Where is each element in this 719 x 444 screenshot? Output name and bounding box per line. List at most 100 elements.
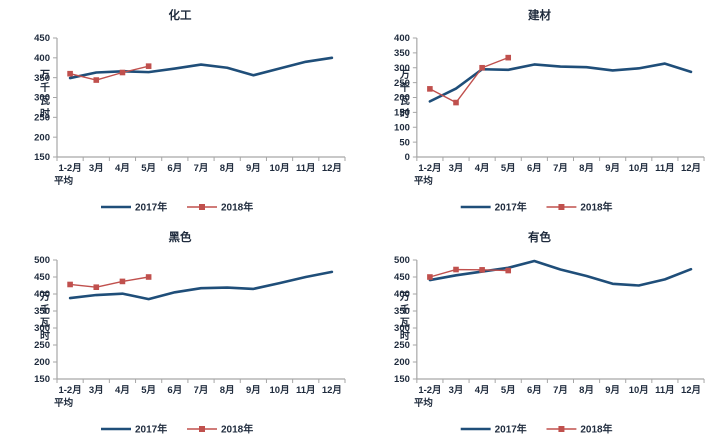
svg-text:千: 千	[40, 303, 50, 316]
legend-sample-marker	[558, 426, 565, 432]
legend: 2017年 2018年	[101, 423, 253, 436]
legend-label: 2018年	[221, 423, 253, 436]
series-marker	[453, 99, 459, 106]
y-tick-label: 350	[394, 48, 410, 59]
x-tick-label: 1-2月	[418, 163, 441, 174]
y-axis: 150 200 250 300 350 400 450 500	[394, 255, 418, 385]
series-line	[428, 62, 693, 103]
chart-panel-building-materials: 建材 0 50 100 150 200 250 300 350 400 1-2月 3月 4月 5月 6月 7月…	[360, 0, 719, 222]
svg-text:万: 万	[399, 291, 410, 303]
x-tick-label: 4月	[475, 385, 490, 396]
series-line	[69, 65, 150, 81]
x-tick-label: 5月	[141, 385, 156, 396]
series-marker	[145, 63, 152, 69]
svg-text:时: 时	[400, 329, 410, 342]
legend-label: 2017年	[135, 201, 167, 214]
x-tick-label: 1-2月	[58, 163, 81, 174]
series-marker	[93, 77, 100, 83]
x-tick-label: 1-2月	[418, 385, 441, 396]
x-tick-label: 4月	[115, 385, 130, 396]
y-axis: 150 200 250 300 350 400 450	[34, 33, 58, 163]
svg-text:瓦: 瓦	[40, 317, 50, 329]
chart-canvas-building-materials: 建材 0 50 100 150 200 250 300 350 400 1-2月 3月 4月 5月 6月 7月…	[394, 8, 705, 214]
x-tick-label: 12月	[322, 385, 342, 396]
svg-text:时: 时	[400, 107, 410, 120]
series-line	[429, 56, 509, 104]
x-tick-label: 7月	[553, 163, 568, 174]
x-tick-label: 7月	[553, 385, 568, 396]
x-tick-label: 6月	[527, 385, 542, 396]
y-tick-label: 200	[34, 357, 50, 368]
x-tick-label: 5月	[501, 385, 516, 396]
series-marker	[453, 266, 459, 273]
y-tick-label: 250	[34, 113, 50, 124]
x-tick-label: 8月	[220, 163, 235, 174]
x-tick-label: 7月	[194, 385, 209, 396]
legend-label: 2018年	[580, 422, 612, 435]
series-marker	[67, 70, 73, 77]
legend-label: 2017年	[135, 423, 167, 436]
svg-text:万: 万	[39, 69, 50, 81]
y-tick-label: 400	[34, 289, 50, 300]
svg-text:瓦: 瓦	[40, 95, 50, 107]
series-marker	[93, 284, 100, 290]
y-tick-label: 50	[399, 137, 410, 148]
x-tick-label: 8月	[220, 385, 235, 396]
svg-text:瓦: 瓦	[400, 95, 410, 107]
svg-text:千: 千	[400, 303, 410, 316]
series-marker	[427, 86, 433, 92]
svg-text:瓦: 瓦	[400, 317, 410, 329]
series-line	[429, 268, 509, 278]
series-line	[68, 270, 334, 301]
svg-text:万: 万	[39, 291, 50, 303]
x-tick-label: 1-2月	[58, 385, 81, 396]
y-tick-label: 250	[394, 340, 410, 351]
y-tick-label: 300	[394, 323, 410, 334]
x-tick-label: 9月	[246, 163, 261, 174]
y-axis: 150 200 250 300 350 400 450 500	[34, 255, 58, 385]
series-marker	[505, 54, 512, 61]
y-tick-label: 300	[34, 93, 50, 104]
y-tick-label: 200	[34, 132, 50, 143]
series-2017年	[428, 259, 693, 287]
x-tick-sublabel: 平均	[54, 397, 74, 409]
x-tick-label: 10月	[270, 385, 290, 396]
x-tick-label: 12月	[322, 163, 342, 174]
legend-label: 2018年	[580, 200, 612, 213]
x-tick-label: 9月	[605, 163, 620, 174]
x-tick-label: 6月	[167, 385, 182, 396]
x-tick-label: 10月	[629, 163, 649, 174]
y-tick-label: 300	[34, 323, 50, 334]
x-tick-label: 9月	[605, 385, 620, 396]
y-tick-label: 150	[34, 374, 50, 385]
legend-label: 2018年	[221, 201, 253, 214]
svg-text:千: 千	[40, 81, 50, 94]
series-marker	[505, 267, 512, 274]
svg-text:千: 千	[400, 81, 410, 94]
series-marker	[119, 278, 126, 285]
x-tick-label: 4月	[115, 163, 130, 174]
y-tick-label: 200	[394, 93, 410, 104]
y-tick-label: 150	[394, 374, 410, 385]
legend: 2017年 2018年	[101, 201, 253, 214]
legend-sample-marker	[558, 204, 565, 210]
series-line	[68, 56, 334, 80]
x-tick-label: 4月	[475, 163, 490, 174]
x-tick-label: 11月	[296, 385, 316, 396]
series-marker	[479, 267, 485, 273]
x-tick-sublabel: 平均	[414, 397, 433, 409]
x-tick-label: 3月	[449, 163, 464, 174]
series-marker	[145, 274, 152, 280]
series-2018年	[67, 63, 152, 83]
x-tick-label: 8月	[579, 163, 594, 174]
legend-sample-marker	[199, 204, 205, 210]
y-tick-label: 150	[34, 152, 50, 163]
y-tick-label: 250	[394, 78, 410, 89]
